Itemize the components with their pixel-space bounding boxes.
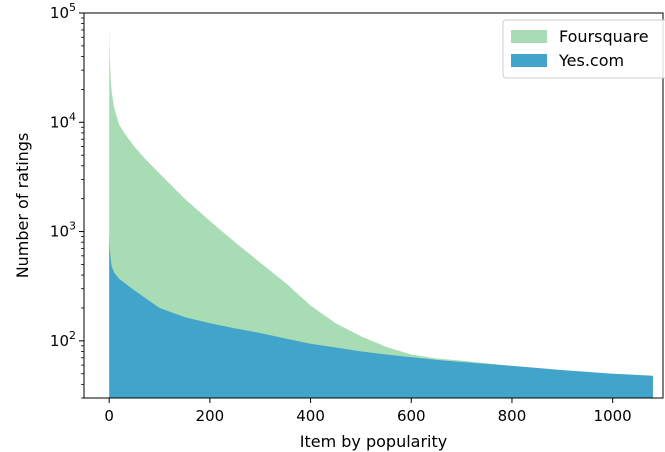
y-tick-label: 103 (50, 220, 76, 241)
legend: Foursquare Yes.com (502, 19, 665, 79)
y-axis-label: Number of ratings (13, 133, 32, 279)
area-foursquare (109, 23, 653, 398)
y-tick-label: 104 (50, 110, 76, 131)
x-tick-label: 0 (104, 407, 114, 425)
x-tick-label: 200 (196, 407, 225, 425)
chart-areas (109, 23, 653, 398)
y-axis-ticks: 102 103 104 105 (50, 1, 84, 399)
legend-label: Yes.com (558, 51, 624, 70)
y-tick-label: 105 (50, 1, 76, 22)
x-tick-label: 800 (498, 407, 527, 425)
plot-frame (83, 12, 664, 399)
x-tick-label: 600 (397, 407, 426, 425)
y-tick-label: 102 (50, 329, 76, 350)
area-yes-com (109, 234, 653, 398)
legend-swatch (511, 54, 547, 67)
legend-label: Foursquare (559, 27, 649, 46)
x-axis-label: Item by popularity (300, 432, 447, 451)
x-axis-ticks: 0 200 400 600 800 1000 (104, 398, 632, 425)
legend-swatch (511, 30, 547, 43)
x-tick-label: 1000 (594, 407, 632, 425)
x-tick-label: 400 (296, 407, 325, 425)
